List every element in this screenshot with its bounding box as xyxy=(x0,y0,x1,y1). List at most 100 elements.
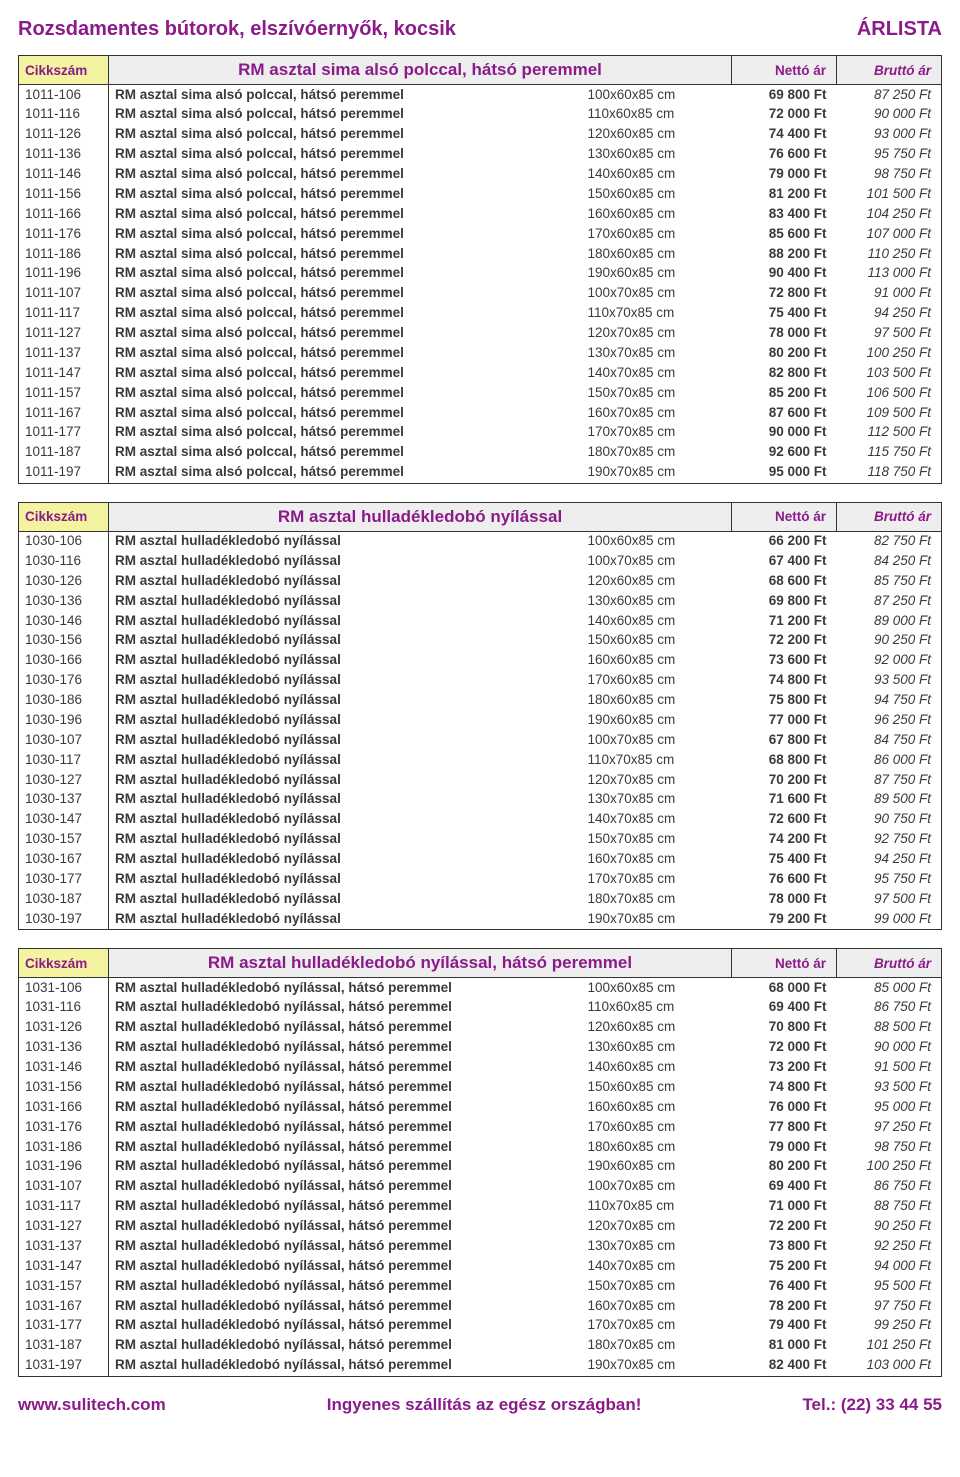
page-header: Rozsdamentes bútorok, elszívóernyők, koc… xyxy=(18,18,942,41)
cell-code: 1031-167 xyxy=(19,1296,109,1316)
cell-netto: 74 800 Ft xyxy=(732,1077,837,1097)
cell-size: 160x60x85 cm xyxy=(582,651,732,671)
cell-netto: 72 600 Ft xyxy=(732,810,837,830)
cell-brutto: 90 000 Ft xyxy=(837,1038,942,1058)
cell-size: 130x60x85 cm xyxy=(582,145,732,165)
cell-brutto: 106 500 Ft xyxy=(837,383,942,403)
cell-netto: 76 600 Ft xyxy=(732,869,837,889)
cell-size: 170x70x85 cm xyxy=(582,1316,732,1336)
cell-name: RM asztal sima alsó polccal, hátsó perem… xyxy=(109,204,582,224)
cell-size: 150x70x85 cm xyxy=(582,1276,732,1296)
cell-code: 1030-126 xyxy=(19,571,109,591)
cell-size: 190x70x85 cm xyxy=(582,1356,732,1376)
col-header-netto: Nettó ár xyxy=(732,502,837,531)
cell-size: 170x60x85 cm xyxy=(582,1117,732,1137)
cell-name: RM asztal hulladékledobó nyílással, háts… xyxy=(109,1336,582,1356)
cell-netto: 69 800 Ft xyxy=(732,85,837,105)
cell-netto: 83 400 Ft xyxy=(732,204,837,224)
cell-name: RM asztal hulladékledobó nyílással, háts… xyxy=(109,1177,582,1197)
cell-brutto: 97 500 Ft xyxy=(837,889,942,909)
cell-name: RM asztal hulladékledobó nyílással xyxy=(109,770,582,790)
table-row: 1031-177RM asztal hulladékledobó nyíláss… xyxy=(19,1316,942,1336)
cell-name: RM asztal sima alsó polccal, hátsó perem… xyxy=(109,383,582,403)
cell-code: 1031-187 xyxy=(19,1336,109,1356)
footer-right: Tel.: (22) 33 44 55 xyxy=(802,1395,942,1415)
cell-size: 170x70x85 cm xyxy=(582,423,732,443)
cell-name: RM asztal hulladékledobó nyílással, háts… xyxy=(109,1236,582,1256)
cell-code: 1011-176 xyxy=(19,224,109,244)
cell-brutto: 97 500 Ft xyxy=(837,324,942,344)
table-row: 1030-137RM asztal hulladékledobó nyíláss… xyxy=(19,790,942,810)
cell-netto: 72 800 Ft xyxy=(732,284,837,304)
cell-brutto: 94 250 Ft xyxy=(837,850,942,870)
cell-size: 140x70x85 cm xyxy=(582,363,732,383)
cell-brutto: 85 750 Ft xyxy=(837,571,942,591)
table-row: 1031-136RM asztal hulladékledobó nyíláss… xyxy=(19,1038,942,1058)
table-row: 1031-167RM asztal hulladékledobó nyíláss… xyxy=(19,1296,942,1316)
cell-code: 1011-146 xyxy=(19,165,109,185)
cell-brutto: 86 000 Ft xyxy=(837,750,942,770)
table-row: 1011-176RM asztal sima alsó polccal, hát… xyxy=(19,224,942,244)
cell-brutto: 115 750 Ft xyxy=(837,443,942,463)
cell-brutto: 97 250 Ft xyxy=(837,1117,942,1137)
cell-code: 1030-137 xyxy=(19,790,109,810)
cell-size: 160x60x85 cm xyxy=(582,204,732,224)
cell-netto: 72 000 Ft xyxy=(732,105,837,125)
cell-size: 160x70x85 cm xyxy=(582,1296,732,1316)
cell-size: 100x70x85 cm xyxy=(582,551,732,571)
cell-brutto: 90 750 Ft xyxy=(837,810,942,830)
col-header-brutto: Bruttó ár xyxy=(837,502,942,531)
cell-brutto: 100 250 Ft xyxy=(837,1157,942,1177)
cell-brutto: 94 250 Ft xyxy=(837,304,942,324)
cell-code: 1031-176 xyxy=(19,1117,109,1137)
cell-size: 100x70x85 cm xyxy=(582,730,732,750)
table-row: 1031-137RM asztal hulladékledobó nyíláss… xyxy=(19,1236,942,1256)
cell-netto: 73 200 Ft xyxy=(732,1058,837,1078)
cell-code: 1030-146 xyxy=(19,611,109,631)
cell-name: RM asztal hulladékledobó nyílással xyxy=(109,591,582,611)
cell-size: 140x60x85 cm xyxy=(582,611,732,631)
cell-name: RM asztal hulladékledobó nyílással xyxy=(109,909,582,929)
cell-size: 150x60x85 cm xyxy=(582,1077,732,1097)
cell-name: RM asztal hulladékledobó nyílással, háts… xyxy=(109,1256,582,1276)
cell-code: 1030-176 xyxy=(19,671,109,691)
cell-name: RM asztal sima alsó polccal, hátsó perem… xyxy=(109,304,582,324)
table-row: 1030-196RM asztal hulladékledobó nyíláss… xyxy=(19,710,942,730)
cell-brutto: 88 500 Ft xyxy=(837,1018,942,1038)
cell-code: 1011-106 xyxy=(19,85,109,105)
cell-netto: 74 400 Ft xyxy=(732,125,837,145)
page-title: Rozsdamentes bútorok, elszívóernyők, koc… xyxy=(18,18,456,41)
cell-netto: 72 200 Ft xyxy=(732,631,837,651)
cell-name: RM asztal sima alsó polccal, hátsó perem… xyxy=(109,224,582,244)
cell-brutto: 95 750 Ft xyxy=(837,145,942,165)
cell-size: 180x60x85 cm xyxy=(582,691,732,711)
table-row: 1031-187RM asztal hulladékledobó nyíláss… xyxy=(19,1336,942,1356)
cell-size: 180x60x85 cm xyxy=(582,1137,732,1157)
cell-netto: 81 200 Ft xyxy=(732,184,837,204)
cell-size: 140x60x85 cm xyxy=(582,1058,732,1078)
price-table: CikkszámRM asztal hulladékledobó nyíláss… xyxy=(18,948,942,1377)
cell-brutto: 101 250 Ft xyxy=(837,1336,942,1356)
cell-brutto: 98 750 Ft xyxy=(837,1137,942,1157)
table-row: 1030-176RM asztal hulladékledobó nyíláss… xyxy=(19,671,942,691)
cell-brutto: 93 000 Ft xyxy=(837,125,942,145)
cell-size: 170x60x85 cm xyxy=(582,671,732,691)
cell-code: 1030-166 xyxy=(19,651,109,671)
cell-name: RM asztal hulladékledobó nyílással xyxy=(109,790,582,810)
cell-code: 1031-136 xyxy=(19,1038,109,1058)
table-row: 1031-117RM asztal hulladékledobó nyíláss… xyxy=(19,1197,942,1217)
table-row: 1030-156RM asztal hulladékledobó nyíláss… xyxy=(19,631,942,651)
cell-netto: 74 200 Ft xyxy=(732,830,837,850)
cell-name: RM asztal hulladékledobó nyílással xyxy=(109,671,582,691)
cell-code: 1011-177 xyxy=(19,423,109,443)
cell-netto: 95 000 Ft xyxy=(732,463,837,483)
table-row: 1030-146RM asztal hulladékledobó nyíláss… xyxy=(19,611,942,631)
cell-netto: 78 000 Ft xyxy=(732,889,837,909)
cell-netto: 72 000 Ft xyxy=(732,1038,837,1058)
cell-netto: 79 200 Ft xyxy=(732,909,837,929)
cell-netto: 68 800 Ft xyxy=(732,750,837,770)
page-footer: www.sulitech.com Ingyenes szállítás az e… xyxy=(18,1395,942,1415)
table-row: 1011-146RM asztal sima alsó polccal, hát… xyxy=(19,165,942,185)
cell-netto: 82 400 Ft xyxy=(732,1356,837,1376)
col-header-brutto: Bruttó ár xyxy=(837,56,942,85)
